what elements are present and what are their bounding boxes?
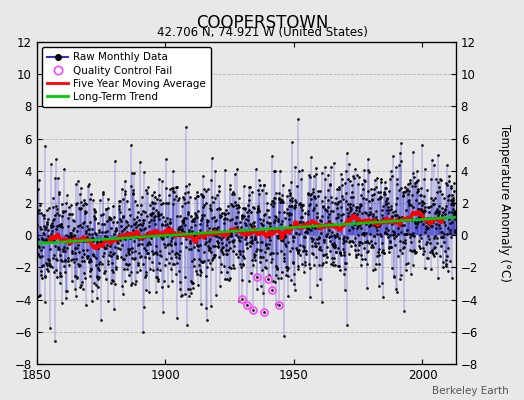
Text: Berkeley Earth: Berkeley Earth [432,386,508,396]
Text: 42.706 N, 74.921 W (United States): 42.706 N, 74.921 W (United States) [157,26,367,39]
Y-axis label: Temperature Anomaly (°C): Temperature Anomaly (°C) [498,124,510,282]
Text: COOPERSTOWN: COOPERSTOWN [196,14,328,32]
Legend: Raw Monthly Data, Quality Control Fail, Five Year Moving Average, Long-Term Tren: Raw Monthly Data, Quality Control Fail, … [42,47,211,107]
